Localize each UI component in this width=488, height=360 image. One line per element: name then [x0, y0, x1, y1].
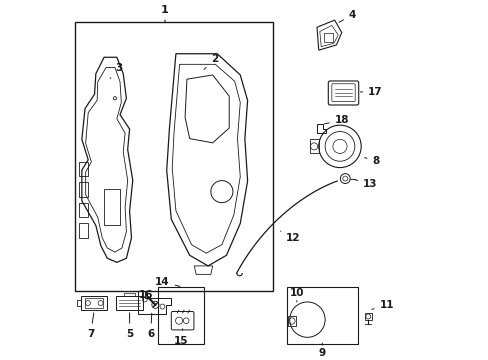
- Text: 1: 1: [161, 5, 168, 22]
- Text: 7: 7: [87, 313, 94, 339]
- Bar: [104, 189, 120, 225]
- Bar: [364, 313, 371, 320]
- Text: 18: 18: [324, 115, 348, 125]
- Text: 11: 11: [371, 300, 393, 310]
- Text: 6: 6: [147, 313, 154, 339]
- Text: 3: 3: [110, 63, 122, 78]
- Bar: [116, 296, 142, 310]
- Text: 16: 16: [139, 290, 153, 300]
- Text: 14: 14: [155, 277, 180, 287]
- Text: 15: 15: [174, 329, 188, 346]
- Bar: [287, 316, 295, 326]
- Bar: [286, 287, 357, 344]
- Text: 17: 17: [360, 87, 382, 97]
- Bar: [79, 203, 88, 217]
- Bar: [309, 139, 318, 153]
- Bar: [79, 183, 88, 197]
- Text: 12: 12: [280, 231, 300, 243]
- Text: 2: 2: [203, 54, 218, 69]
- Text: 8: 8: [364, 156, 379, 166]
- Text: 13: 13: [352, 179, 377, 189]
- Bar: [79, 224, 88, 238]
- Text: 9: 9: [318, 343, 325, 358]
- Text: 4: 4: [338, 10, 355, 22]
- Bar: [75, 22, 272, 291]
- Bar: [77, 300, 81, 306]
- Bar: [85, 298, 103, 307]
- Bar: [324, 33, 332, 42]
- Bar: [79, 162, 88, 176]
- Bar: [81, 296, 107, 310]
- Text: 10: 10: [289, 288, 304, 302]
- Bar: [158, 287, 203, 344]
- Text: 5: 5: [126, 313, 133, 339]
